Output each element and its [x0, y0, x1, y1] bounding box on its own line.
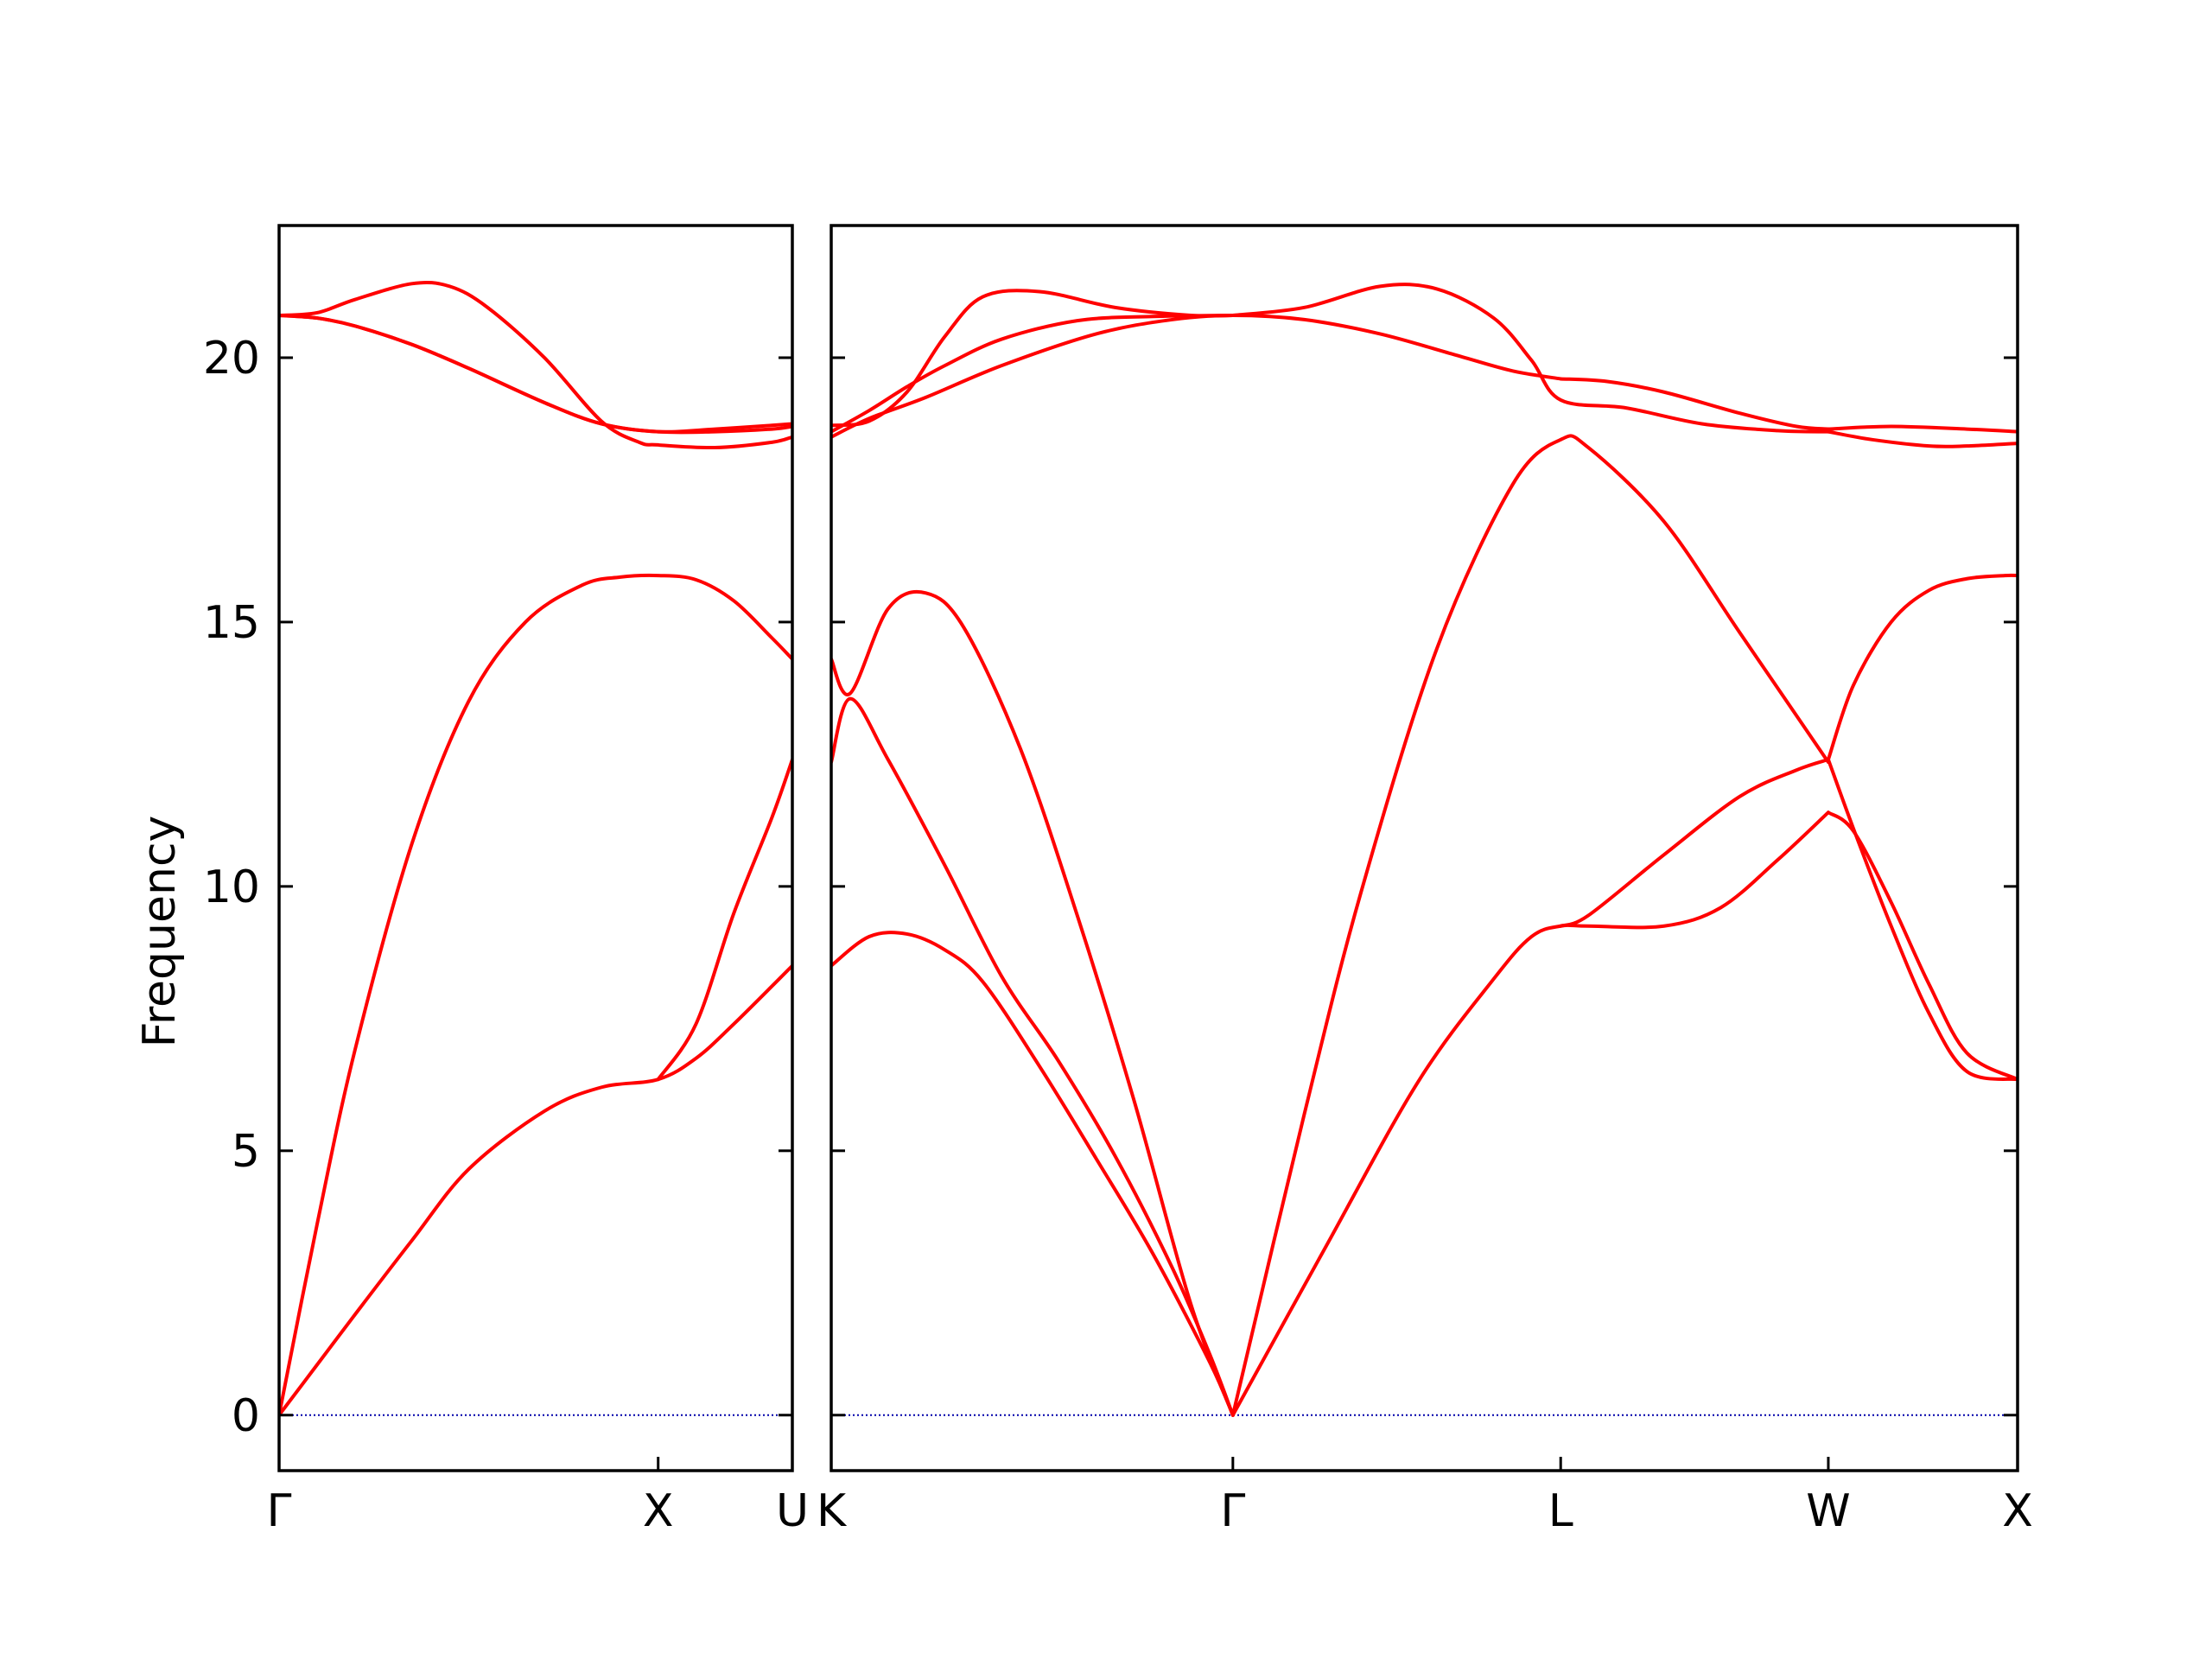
- band-line-3: [1230, 810, 1830, 1417]
- band-line-12: [1230, 283, 1830, 434]
- y-tick-label: 15: [203, 597, 260, 649]
- band-line-4: [279, 280, 792, 450]
- band-line-6: [1826, 810, 2018, 1082]
- y-tick-label: 10: [203, 861, 260, 913]
- band-line-9: [831, 314, 1563, 439]
- y-tick-label: 5: [232, 1126, 260, 1178]
- bands-group: [279, 280, 792, 1417]
- x-tick-label: W: [1806, 1485, 1850, 1537]
- band-line-3: [279, 314, 792, 435]
- band-line-2: [831, 589, 1235, 1417]
- band-line-0: [831, 931, 1235, 1417]
- band-line-11: [831, 289, 1235, 428]
- x-tick-label: X: [2002, 1485, 2033, 1537]
- band-line-4: [1230, 434, 1830, 1417]
- bands-group: [831, 283, 2018, 1417]
- y-tick-label: 0: [232, 1390, 260, 1442]
- band-line-1: [831, 696, 1235, 1417]
- band-line-13: [1559, 377, 1830, 431]
- band-line-0: [279, 963, 792, 1417]
- band-line-1: [279, 573, 792, 1417]
- axes-frame: [277, 224, 794, 1472]
- y-axis-label: Frequency: [134, 816, 186, 1048]
- band-line-8: [1826, 573, 2018, 762]
- x-tick-label: Γ: [267, 1485, 292, 1537]
- x-tick-label: K: [817, 1485, 848, 1537]
- band-line-15: [1826, 424, 2018, 434]
- band-line-5: [279, 314, 792, 434]
- axes-frame: [830, 224, 2019, 1472]
- x-tick-label: U: [776, 1485, 809, 1537]
- x-tick-label: Γ: [1220, 1485, 1245, 1537]
- y-tick-labels: 0 5 10 15 20: [203, 333, 260, 1442]
- x-tick-label: X: [643, 1485, 674, 1537]
- band-line-14: [1826, 429, 2018, 448]
- band-line-10: [831, 314, 1235, 434]
- band-line-7: [1826, 758, 2018, 1082]
- y-tick-label: 20: [203, 333, 260, 385]
- band-line-2: [656, 758, 792, 1082]
- x-tick-label: L: [1548, 1485, 1573, 1537]
- band-line-5: [1559, 758, 1830, 928]
